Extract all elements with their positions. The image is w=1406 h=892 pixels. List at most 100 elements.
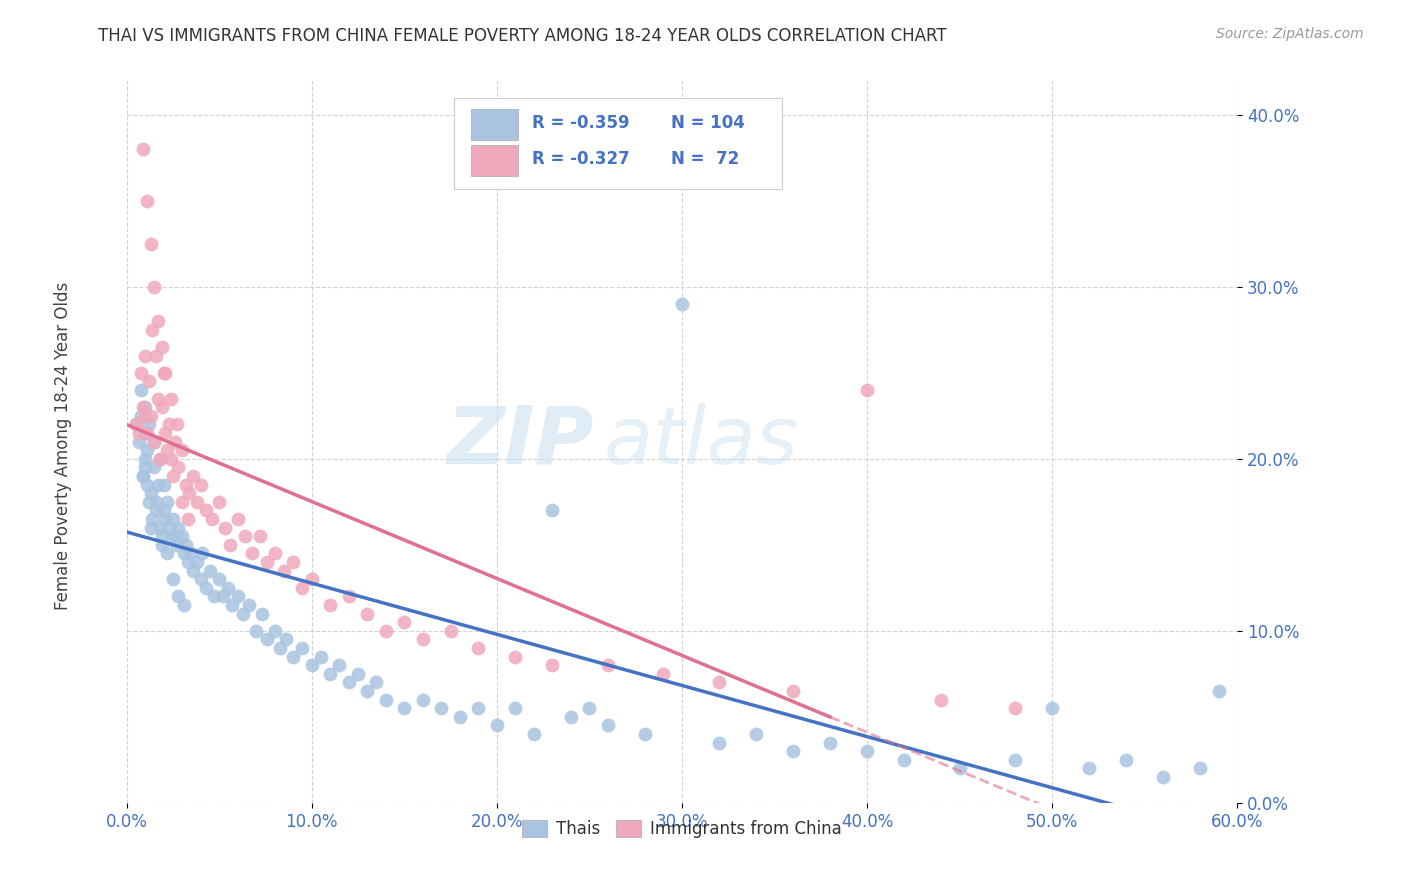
Point: [818, 735, 841, 749]
Point: [181, 469, 204, 483]
Point: [135, 443, 157, 458]
Point: [132, 469, 155, 483]
Point: [1078, 761, 1101, 775]
Point: [412, 692, 434, 706]
Point: [167, 520, 190, 534]
Point: [176, 555, 198, 569]
Point: [145, 494, 167, 508]
Point: [249, 529, 271, 543]
Point: [238, 598, 260, 612]
Point: [135, 194, 157, 208]
Point: [155, 425, 177, 440]
Point: [319, 666, 342, 681]
Point: [162, 469, 184, 483]
Point: [195, 503, 218, 517]
Point: [149, 520, 172, 534]
Point: [166, 538, 188, 552]
Text: atlas: atlas: [605, 402, 799, 481]
Point: [176, 512, 198, 526]
Point: [707, 735, 730, 749]
Point: [356, 607, 378, 621]
Point: [139, 236, 162, 251]
Point: [208, 494, 231, 508]
Point: [172, 529, 194, 543]
Point: [745, 727, 768, 741]
Point: [242, 546, 264, 560]
Point: [174, 538, 197, 552]
Point: [150, 400, 173, 414]
Text: N =  72: N = 72: [671, 150, 740, 168]
Point: [146, 477, 169, 491]
Point: [782, 684, 804, 698]
Point: [263, 546, 285, 560]
Point: [156, 546, 179, 560]
Point: [134, 425, 156, 440]
Point: [172, 494, 194, 508]
Point: [174, 477, 197, 491]
Point: [160, 451, 183, 466]
Point: [163, 529, 186, 543]
Point: [356, 684, 378, 698]
Point: [541, 503, 564, 517]
FancyBboxPatch shape: [454, 98, 782, 189]
Point: [328, 658, 350, 673]
Point: [291, 581, 314, 595]
Point: [245, 624, 267, 638]
Point: [319, 598, 342, 612]
Point: [449, 710, 471, 724]
Point: [226, 512, 249, 526]
Point: [208, 572, 231, 586]
Text: THAI VS IMMIGRANTS FROM CHINA FEMALE POVERTY AMONG 18-24 YEAR OLDS CORRELATION C: THAI VS IMMIGRANTS FROM CHINA FEMALE POV…: [98, 27, 948, 45]
Point: [141, 323, 163, 337]
Point: [281, 649, 304, 664]
Point: [503, 701, 526, 715]
Point: [134, 349, 156, 363]
Point: [145, 349, 167, 363]
FancyBboxPatch shape: [471, 145, 517, 176]
Point: [139, 409, 162, 423]
Point: [186, 555, 208, 569]
Point: [929, 692, 952, 706]
Point: [173, 546, 195, 560]
Point: [273, 564, 295, 578]
Point: [1004, 701, 1026, 715]
Point: [131, 409, 153, 423]
Point: [439, 624, 461, 638]
Point: [893, 753, 915, 767]
Point: [366, 675, 388, 690]
Point: [190, 572, 212, 586]
Point: [132, 400, 155, 414]
Point: [201, 512, 224, 526]
Point: [523, 727, 546, 741]
Point: [131, 366, 153, 380]
Point: [186, 494, 208, 508]
Point: [155, 512, 177, 526]
Point: [143, 460, 166, 475]
Point: [467, 640, 489, 655]
Point: [560, 710, 582, 724]
Point: [707, 675, 730, 690]
Point: [156, 494, 179, 508]
Point: [202, 590, 225, 604]
Point: [134, 409, 156, 423]
Point: [269, 640, 291, 655]
Point: [1040, 701, 1063, 715]
Point: [1152, 770, 1174, 784]
Point: [301, 658, 323, 673]
Point: [337, 590, 360, 604]
Point: [166, 417, 188, 432]
Point: [143, 434, 166, 449]
Point: [141, 512, 163, 526]
Point: [125, 417, 148, 432]
Point: [146, 314, 169, 328]
Point: [150, 340, 173, 354]
Point: [156, 443, 179, 458]
Point: [134, 460, 156, 475]
Point: [138, 417, 160, 432]
Point: [374, 692, 396, 706]
Point: [134, 400, 156, 414]
Point: [856, 383, 879, 397]
Point: [309, 649, 332, 664]
Point: [217, 581, 239, 595]
Point: [157, 520, 180, 534]
